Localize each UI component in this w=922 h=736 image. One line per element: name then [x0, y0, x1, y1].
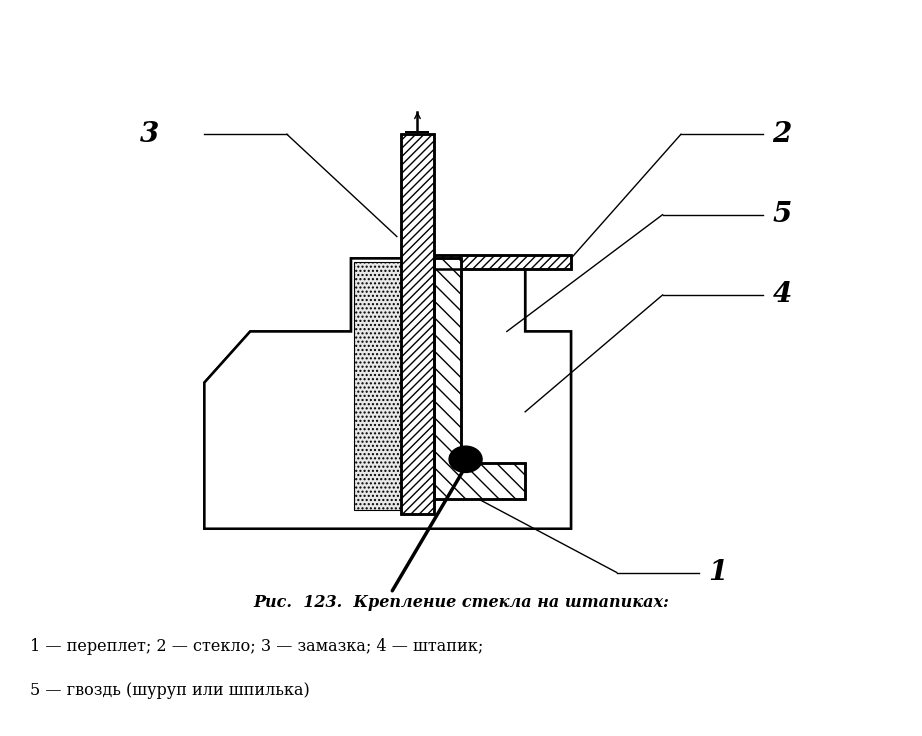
Polygon shape [433, 258, 526, 500]
Text: 4: 4 [773, 281, 792, 308]
Circle shape [449, 446, 482, 473]
Polygon shape [433, 255, 571, 269]
Text: 3: 3 [140, 121, 160, 148]
Polygon shape [354, 262, 401, 511]
Polygon shape [205, 258, 571, 528]
Polygon shape [205, 258, 571, 528]
Text: 2: 2 [773, 121, 792, 148]
Text: 5 — гвоздь (шуруп или шпилька): 5 — гвоздь (шуруп или шпилька) [30, 682, 310, 699]
Text: 1: 1 [708, 559, 727, 586]
Text: 1 — переплет; 2 — стекло; 3 — замазка; 4 — штапик;: 1 — переплет; 2 — стекло; 3 — замазка; 4… [30, 638, 484, 655]
Text: 5: 5 [773, 201, 792, 228]
Polygon shape [401, 134, 433, 514]
Text: Рис.  123.  Крепление стекла на штапиках:: Рис. 123. Крепление стекла на штапиках: [253, 595, 669, 612]
